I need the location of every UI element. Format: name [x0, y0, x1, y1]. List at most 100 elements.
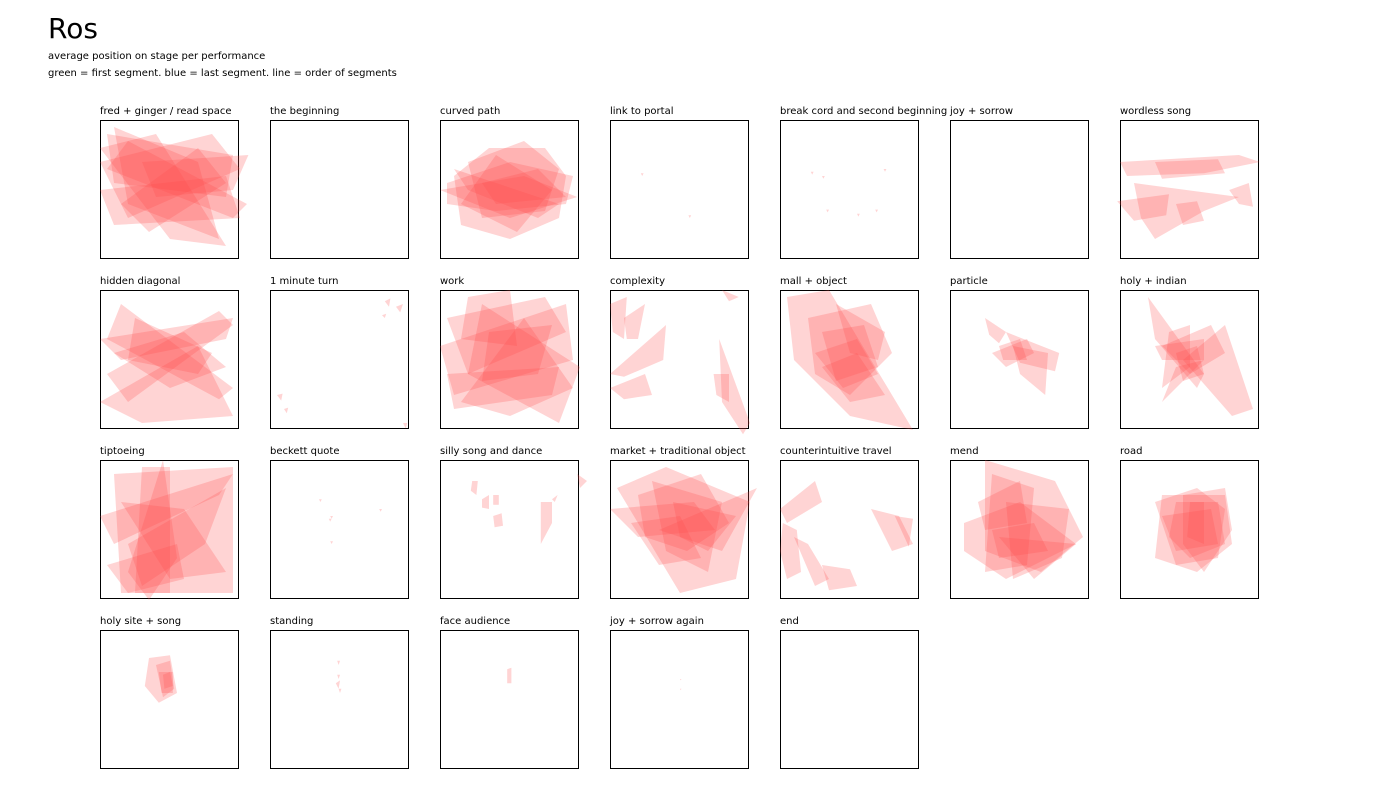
position-area-mark — [100, 346, 233, 423]
position-area-mark — [454, 169, 559, 218]
position-area-mark — [822, 325, 878, 381]
panel-frame — [950, 120, 1089, 259]
panel-frame — [270, 630, 409, 769]
panel-label: holy + indian — [1120, 276, 1187, 287]
position-area-mark — [470, 481, 478, 495]
panel-shapes — [470, 474, 587, 544]
panel-frame — [1120, 460, 1259, 599]
position-area-mark — [468, 304, 580, 423]
position-area-mark — [1229, 183, 1253, 207]
position-area-mark — [999, 537, 1076, 579]
panel-frame — [1120, 120, 1259, 259]
position-area-mark — [780, 481, 822, 523]
panel-frame — [780, 120, 919, 259]
position-area-mark — [894, 516, 913, 547]
position-area-mark — [1120, 155, 1260, 176]
panel-shapes — [100, 460, 233, 600]
position-area-mark — [1183, 488, 1232, 572]
position-area-mark — [156, 660, 175, 698]
position-area-mark — [100, 134, 226, 246]
position-area-mark — [640, 173, 644, 176]
panel-shapes — [964, 460, 1083, 579]
position-area-mark — [1187, 502, 1204, 544]
panel-label: tiptoeing — [100, 446, 145, 457]
position-area-mark — [673, 502, 736, 551]
panel-frame — [610, 290, 749, 429]
panel-frame — [1120, 290, 1259, 429]
panel-label: face audience — [440, 616, 511, 627]
position-area-mark — [447, 367, 559, 409]
position-area-mark — [1006, 332, 1060, 372]
position-area-mark — [382, 313, 387, 318]
position-area-mark — [822, 565, 857, 591]
page-title: Ros — [48, 12, 98, 45]
position-area-mark — [822, 353, 885, 402]
position-area-mark — [1155, 488, 1225, 565]
panel-label: silly song and dance — [440, 446, 543, 457]
panel-frame — [950, 460, 1089, 599]
position-area-mark — [1162, 509, 1218, 551]
panel-frame — [270, 120, 409, 259]
position-area-mark — [107, 141, 247, 218]
position-area-mark — [144, 655, 177, 703]
panel-frame — [780, 630, 919, 769]
position-area-mark — [978, 481, 1027, 530]
position-area-mark — [680, 688, 682, 691]
panel-shapes — [100, 127, 249, 246]
chart-header: Ros average position on stage per perfor… — [48, 12, 397, 82]
position-area-mark — [328, 518, 332, 522]
panel-label: complexity — [610, 276, 665, 287]
position-area-mark — [680, 679, 682, 681]
position-area-mark — [100, 474, 233, 544]
panel-frame — [440, 290, 579, 429]
panel-shapes — [985, 318, 1060, 395]
position-area-mark — [493, 495, 499, 505]
panel-frame — [100, 290, 239, 429]
subtitle-legend: green = first segment. blue = last segme… — [48, 68, 397, 79]
panel-label: end — [780, 616, 799, 627]
position-area-mark — [114, 127, 219, 239]
position-area-mark — [875, 209, 878, 213]
position-area-mark — [107, 311, 233, 402]
position-area-mark — [1155, 159, 1225, 179]
position-area-mark — [379, 509, 382, 512]
panel-frame — [950, 290, 1089, 429]
panel-frame — [100, 630, 239, 769]
position-area-mark — [440, 176, 578, 218]
panel-frame — [440, 120, 579, 259]
position-area-mark — [857, 213, 860, 217]
position-area-mark — [1176, 201, 1204, 225]
position-area-mark — [396, 304, 403, 313]
position-area-mark — [826, 209, 829, 213]
panel-shapes — [810, 169, 887, 217]
position-area-mark — [1155, 339, 1204, 360]
panel-label: market + traditional object — [610, 446, 746, 457]
panel-shapes — [680, 679, 682, 691]
position-area-mark — [1183, 325, 1253, 416]
position-area-mark — [992, 523, 1048, 558]
panel-frame — [100, 460, 239, 599]
position-area-mark — [577, 474, 587, 488]
position-area-mark — [985, 318, 1006, 344]
panel-label: link to portal — [610, 106, 674, 117]
position-area-mark — [1169, 502, 1225, 558]
position-area-mark — [135, 467, 170, 593]
panel-shapes — [787, 290, 913, 430]
panel-frame — [780, 460, 919, 599]
panel-shapes — [1117, 155, 1260, 239]
panel-frame — [610, 120, 749, 259]
position-area-mark — [631, 516, 701, 565]
position-area-mark — [964, 502, 1076, 579]
panel-label: standing — [270, 616, 314, 627]
position-area-mark — [338, 688, 342, 693]
panel-frame — [270, 460, 409, 599]
position-area-mark — [794, 537, 829, 586]
position-area-mark — [985, 460, 1083, 572]
position-area-mark — [482, 325, 552, 381]
subtitle-description: average position on stage per performanc… — [48, 51, 266, 62]
position-area-mark — [107, 544, 184, 593]
position-area-mark — [1176, 346, 1204, 381]
position-area-mark — [999, 339, 1027, 360]
position-area-mark — [659, 488, 757, 551]
position-area-mark — [610, 297, 627, 339]
